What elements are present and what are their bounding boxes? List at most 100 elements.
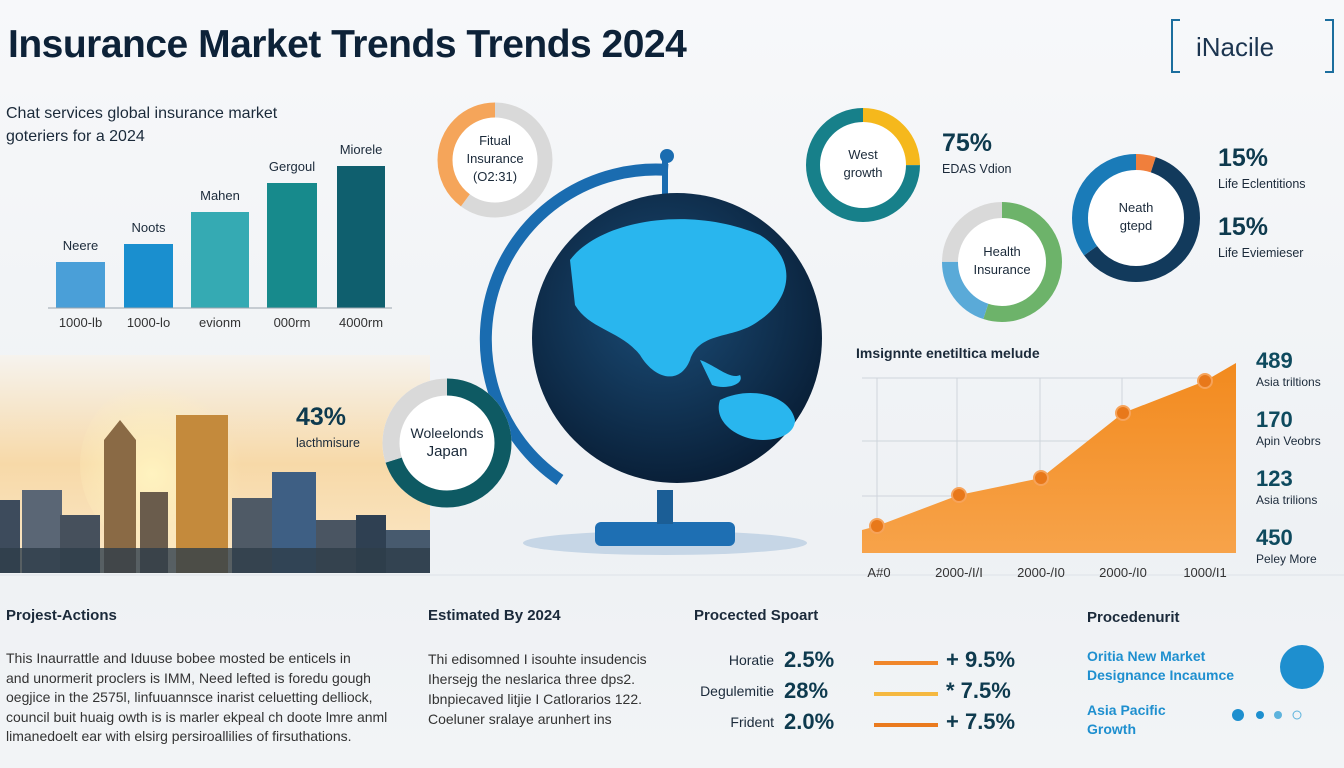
stat-value: 75% (942, 129, 993, 157)
paragraph-line: and unormerit proclers is IMM, Need left… (6, 669, 371, 686)
bar (267, 183, 317, 308)
stat-value: 170 (1256, 407, 1293, 432)
stat-label: EDAS Vdion (942, 162, 1012, 176)
row-name: Horatie (728, 652, 774, 668)
link-text: Oritia New Market (1087, 648, 1206, 664)
x-tick-label: 2000-/I0 (1017, 565, 1065, 580)
paragraph-line: Ihersejg the neslarica three dps2. (428, 671, 636, 687)
stat-label: Life Eclentitions (1218, 177, 1306, 191)
bar-label: Noots (131, 220, 166, 235)
donut-segment (806, 108, 920, 222)
stat-value: 15% (1218, 144, 1269, 172)
x-tick-label: 2000-/I/I (935, 565, 983, 580)
stat-label: Apin Veobrs (1256, 434, 1321, 448)
paragraph-line: limanedoelt ear with elsirg persiroallil… (6, 728, 352, 744)
point (869, 518, 885, 534)
dots (1232, 709, 1302, 721)
bar-label: Mahen (200, 188, 240, 203)
donut-label: Japan (426, 443, 468, 460)
logo-frame (1171, 19, 1334, 73)
donut-segment (382, 378, 512, 508)
donut-hole (806, 108, 920, 222)
donut-label: Insurance (973, 262, 1031, 277)
x-tick-label: evionm (199, 315, 241, 330)
x-tick-label: 1000-lb (58, 315, 103, 330)
point (1115, 405, 1131, 421)
paragraph-line: council buit huaig owth is is marler ekp… (6, 708, 388, 725)
globe (479, 149, 822, 555)
donut-hole (1072, 154, 1200, 282)
section-heading: Estimated By 2024 (428, 607, 561, 624)
donut-hole (942, 202, 1062, 322)
skyline (0, 355, 430, 573)
point (951, 487, 967, 503)
donut-hole (437, 102, 553, 218)
donut-label: Health (983, 244, 1021, 259)
section-heading: Procected Spoart (694, 607, 819, 624)
row-name: Degulemitie (700, 683, 774, 699)
x-tick-label: 1000-lo (126, 315, 171, 330)
section-heading: Procedenurit (1087, 609, 1180, 626)
bar (124, 244, 173, 308)
x-tick-label: 000rm (273, 315, 311, 330)
donut-segment (437, 102, 553, 218)
area (862, 363, 1236, 553)
stat-value: 123 (1256, 466, 1293, 491)
paragraph-line: This Inaurrattle and Iduuse bobee mosted… (6, 650, 351, 666)
stat-value: 15% (1218, 213, 1269, 241)
donut-label: gtepd (1119, 218, 1153, 233)
row-name: Frident (730, 714, 774, 730)
donut-hole (382, 378, 512, 508)
bar (56, 262, 105, 308)
stat-value: 450 (1256, 525, 1293, 550)
row-value: 2.5% (784, 647, 835, 672)
link-text: Growth (1087, 721, 1136, 737)
point (1033, 470, 1049, 486)
x-tick-label: 4000rm (338, 315, 384, 330)
donut-label: Fitual (479, 133, 511, 148)
donut-segment (1072, 154, 1200, 282)
bar (191, 212, 249, 308)
donut-label: Insurance (466, 151, 524, 166)
x-tick-label: 1000/I1 (1183, 565, 1227, 580)
link-text: Designance Incaumce (1087, 667, 1235, 683)
donut-label: Woleelonds (410, 425, 484, 441)
bar-label: Neere (62, 238, 99, 253)
logo: iNacile (1196, 32, 1275, 62)
bar (337, 166, 385, 308)
paragraph-line: Coeluner sralaye arunhert ins (428, 711, 612, 727)
donut-label: growth (843, 165, 883, 180)
donut-segment (1072, 154, 1200, 282)
stat-label: Life Eviemieser (1218, 246, 1304, 260)
row-change: + 9.5% (946, 647, 1016, 672)
row-value: 2.0% (784, 709, 835, 734)
stat-label: Peley More (1256, 552, 1317, 566)
icon (1280, 645, 1324, 689)
stat-label: Asia trilions (1256, 493, 1318, 507)
section-heading: Projest-Actions (6, 607, 117, 624)
bar-label: Miorele (339, 142, 383, 157)
donut-label: (O2:31) (472, 169, 518, 184)
x-tick-label: A#0 (867, 565, 891, 580)
stat-value: 489 (1256, 348, 1293, 373)
paragraph-line: Ibnpiecaved litjie I Catlorarios 122. (428, 691, 643, 707)
stat-label: Asia triltions (1256, 375, 1321, 389)
donut-label: West (848, 147, 878, 162)
paragraph-line: Thi edisomned I isouhte insudencis (428, 651, 647, 667)
bar-label: Gergoul (268, 159, 316, 174)
stat-value: 43% (296, 403, 347, 431)
donut-label: Neath (1118, 200, 1154, 215)
row-change: * 7.5% (946, 678, 1011, 703)
row-change: + 7.5% (946, 709, 1016, 734)
row-value: 28% (784, 678, 829, 703)
point (1197, 373, 1213, 389)
donut-segment (942, 202, 1062, 322)
link-text: Asia Pacific (1087, 702, 1166, 718)
donut-segment (942, 202, 1062, 322)
stat-label: lacthmisure (296, 436, 360, 450)
x-tick-label: 2000-/I0 (1099, 565, 1147, 580)
chart-title: Chat services global insurance market go… (6, 105, 278, 145)
chart-title: Imsignnte enetiltica melude (856, 345, 1040, 361)
